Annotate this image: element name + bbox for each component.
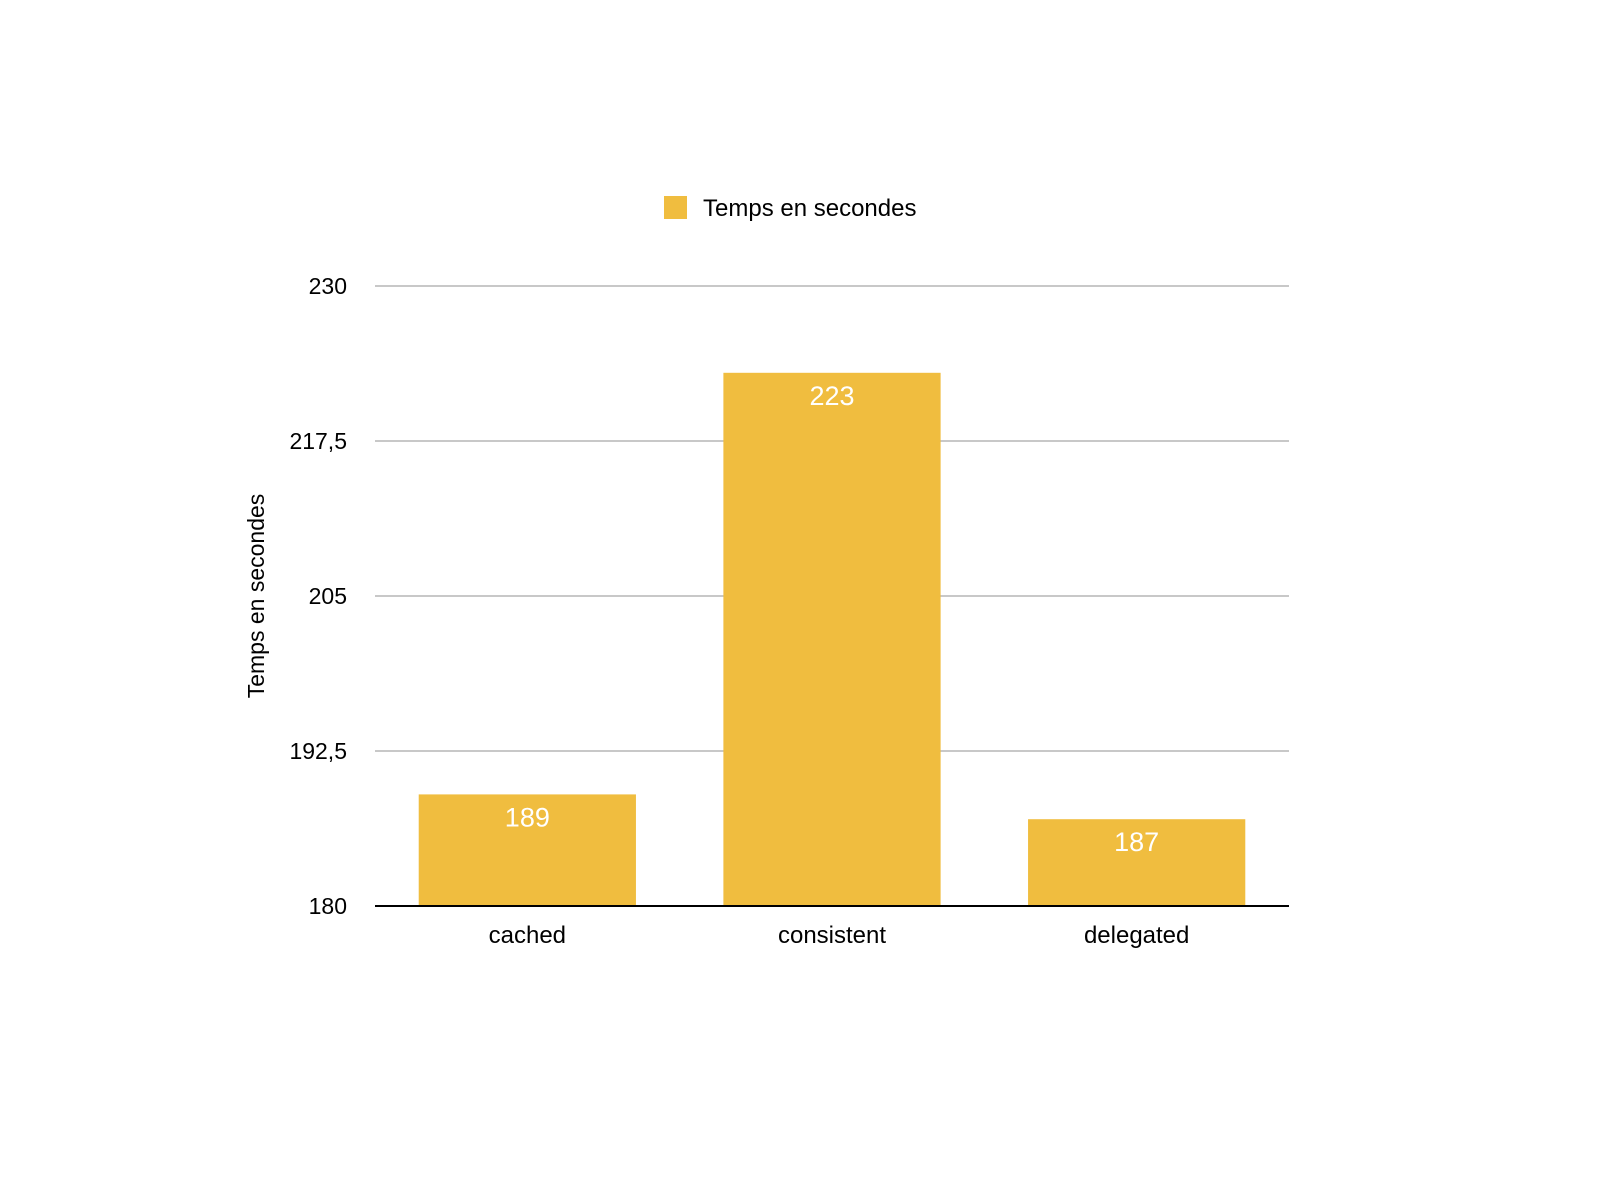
bar-delegated [1028,819,1246,906]
data-labels: 189 223 187 [505,381,1159,857]
x-category-label: cached [489,922,566,949]
x-category-label: consistent [778,922,886,949]
y-tick-label: 192,5 [289,738,347,764]
y-axis-title: Temps en secondes [243,494,269,699]
legend: Temps en secondes [664,195,916,222]
bar-consistent [723,372,941,906]
y-tick-label: 205 [309,583,347,609]
x-axis-categories: cached consistent delegated [489,922,1190,949]
legend-swatch [664,196,687,219]
x-category-label: delegated [1084,922,1189,949]
bar-cached [418,794,636,906]
y-tick-label: 217,5 [289,428,347,454]
bars [418,372,1246,906]
data-label-cached: 189 [505,802,550,832]
data-label-consistent: 223 [809,381,854,411]
data-label-delegated: 187 [1114,827,1159,857]
y-axis-ticks: 180 192,5 205 217,5 230 [289,273,347,919]
y-tick-label: 180 [309,893,347,919]
y-tick-label: 230 [309,273,347,299]
legend-label: Temps en secondes [703,195,916,222]
